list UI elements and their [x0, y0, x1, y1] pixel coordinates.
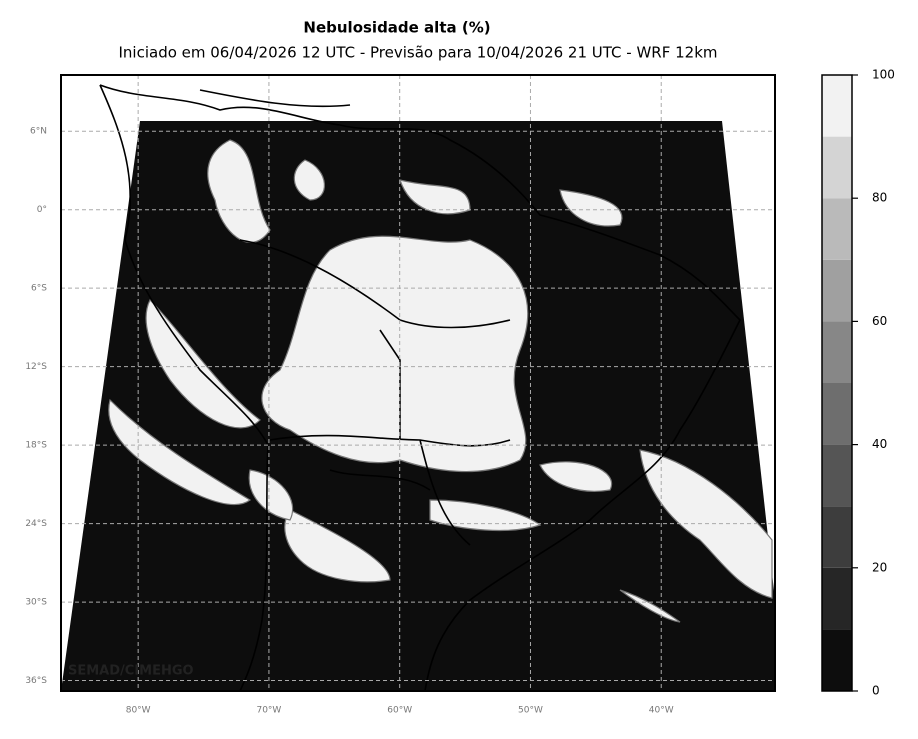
colorbar-band [822, 629, 852, 691]
colorbar-tick-label: 80 [872, 191, 887, 205]
lat-label: 24°S [25, 519, 47, 529]
lat-label: 0° [37, 205, 47, 215]
colorbar: 0 20 40 60 80 100 [821, 68, 895, 698]
colorbar-tick-label: 100 [872, 68, 895, 82]
lon-label: 60°W [387, 706, 412, 716]
colorbar-band [822, 506, 852, 568]
colorbar-tick-label: 40 [872, 437, 887, 451]
lat-label: 36°S [25, 676, 47, 686]
lon-label: 40°W [649, 706, 674, 716]
lat-label: 30°S [25, 598, 47, 608]
colorbar-band [822, 383, 852, 445]
colorbar-tick-label: 20 [872, 560, 887, 574]
map-area: SEMAD/CIMEHGO [61, 75, 775, 691]
lat-label: 12°S [25, 362, 47, 372]
colorbar-band [822, 75, 852, 137]
colorbar-tick-label: 60 [872, 314, 887, 328]
coastlines [99, 84, 741, 691]
title: Nebulosidade alta (%) [303, 19, 490, 37]
lon-label: 50°W [518, 706, 543, 716]
subtitle: Iniciado em 06/04/2026 12 UTC - Previsão… [118, 44, 717, 62]
lat-label: 6°N [30, 127, 47, 137]
axes: 6°N 0° 6°S 12°S 18°S 24°S 30°S 36°S 80°W 70°W 60°W… [25, 127, 673, 716]
colorbar-tick-label: 0 [872, 684, 880, 698]
graticule [61, 75, 775, 691]
colorbar-band [822, 444, 852, 507]
watermark: SEMAD/CIMEHGO [68, 664, 194, 679]
lat-label: 6°S [31, 284, 47, 294]
colorbar-band [822, 198, 852, 260]
lon-label: 80°W [126, 706, 151, 716]
colorbar-band [822, 259, 852, 322]
colorbar-band [822, 136, 852, 199]
colorbar-frame [821, 74, 853, 692]
lon-label: 70°W [256, 706, 281, 716]
clear-sky-areas [108, 139, 773, 623]
lat-label: 18°S [25, 441, 47, 451]
colorbar-band [822, 321, 852, 383]
map-frame [60, 74, 776, 692]
colorbar-band [822, 567, 852, 630]
